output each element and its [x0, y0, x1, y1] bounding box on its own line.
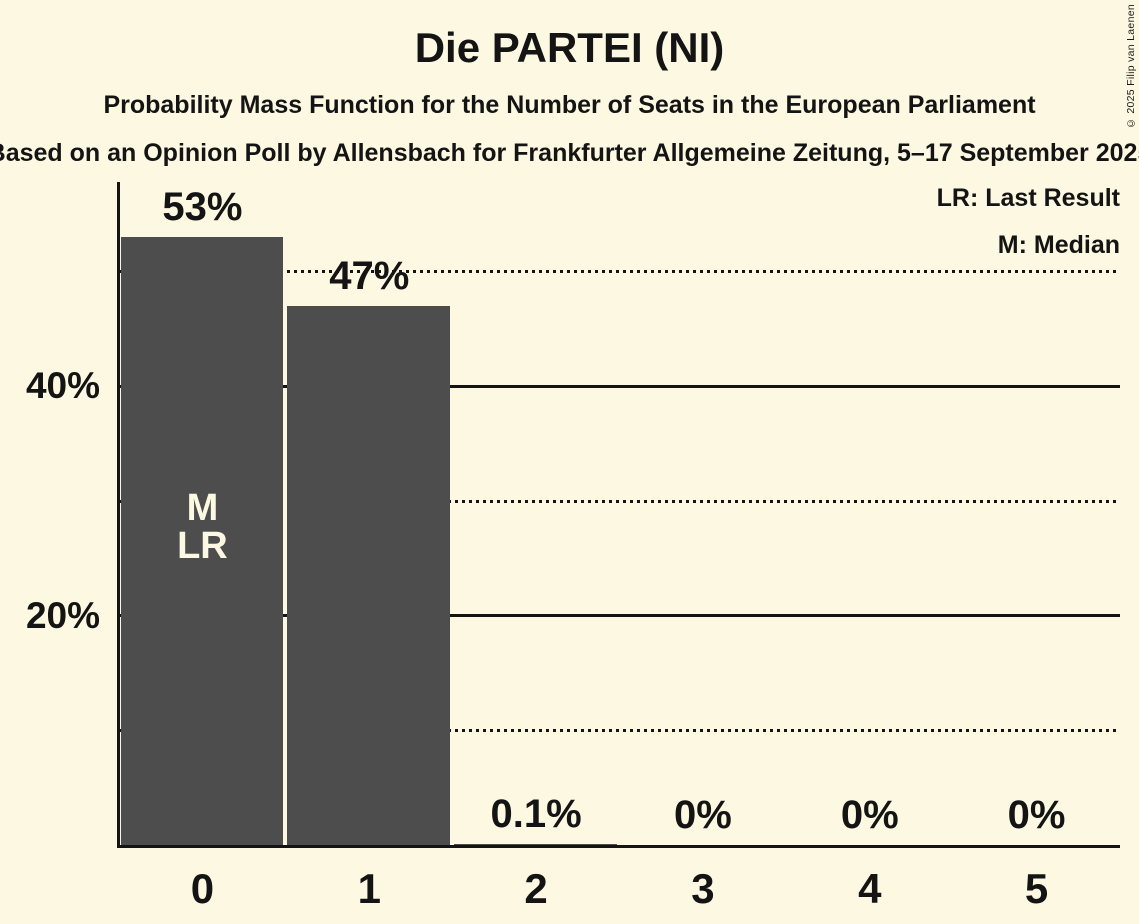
bar-value-label-0: 53% [162, 185, 243, 229]
legend-last-result: LR: Last Result [936, 184, 1120, 212]
x-axis-ticks: 0 1 2 3 4 5 [0, 864, 1139, 914]
bar-value-label-2: 0.1% [490, 792, 582, 836]
bar-seats-2 [454, 844, 617, 845]
gridline-50 [119, 270, 1120, 274]
gridline-10 [119, 728, 1120, 732]
annotation-line-m: M [186, 487, 219, 530]
annotation-line-lr: LR [177, 525, 228, 568]
chart-source-line: Based on an Opinion Poll by Allensbach f… [0, 139, 1139, 167]
y-axis-line [117, 182, 120, 848]
y-axis-label-40: 40% [25, 365, 100, 406]
chart-subtitle: Probability Mass Function for the Number… [103, 91, 1036, 119]
bar-annotation-0: M LR [119, 489, 286, 565]
plot-area: 53% 47% 0.1% 0% 0% 0% M LR [119, 180, 1120, 845]
bar-seats-1 [287, 306, 451, 845]
x-tick-1: 1 [357, 865, 381, 912]
bar-value-label-3: 0% [674, 793, 732, 837]
bar-seats-0 [120, 237, 284, 845]
x-axis-line [117, 845, 1120, 848]
bar-value-label-1: 47% [329, 254, 410, 298]
gridline-30 [119, 499, 1120, 503]
x-tick-2: 2 [524, 865, 548, 912]
bar-value-label-5: 0% [1007, 793, 1066, 837]
legend-median: M: Median [997, 231, 1120, 259]
x-tick-3: 3 [691, 865, 715, 912]
y-axis-label-20: 20% [25, 595, 100, 636]
x-tick-0: 0 [190, 865, 215, 912]
x-tick-5: 5 [1024, 865, 1049, 912]
gridline-40 [119, 384, 1120, 388]
copyright-note: © 2025 Filip van Laenen [1125, 4, 1137, 130]
legend: LR: Last Result M: Median [937, 183, 1120, 261]
chart-title: Die PARTEI (NI) [414, 24, 725, 71]
x-tick-4: 4 [858, 865, 882, 912]
gridline-20 [119, 614, 1120, 618]
bar-value-label-4: 0% [840, 793, 899, 837]
